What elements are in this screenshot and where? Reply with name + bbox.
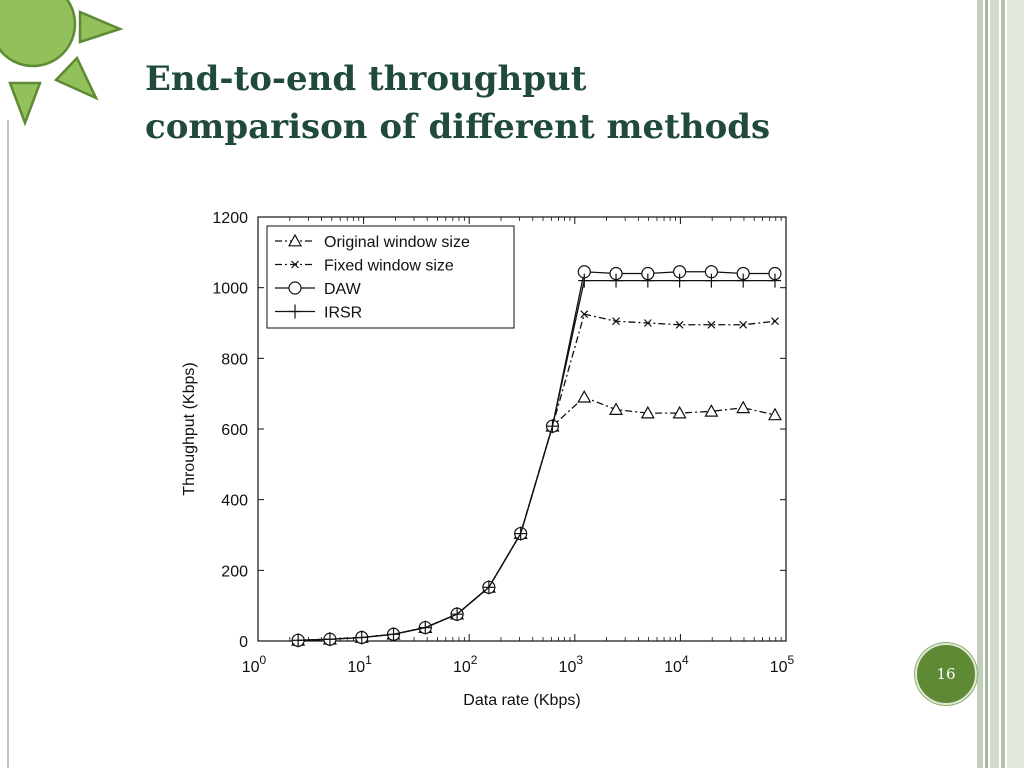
left-accent-line — [7, 120, 9, 768]
legend-item: DAW — [275, 281, 362, 298]
data-point-triangle — [704, 404, 719, 417]
data-point-plus — [355, 630, 368, 645]
data-point-plus — [610, 273, 623, 288]
data-point-plus — [737, 273, 750, 288]
series-irsr — [292, 273, 781, 648]
data-point-plus — [289, 304, 301, 319]
legend: Original window size Fixed window size DAW… — [266, 225, 515, 329]
legend-label: DAW — [324, 281, 362, 298]
x-tick-label-base: 10 — [453, 659, 471, 676]
data-point-plus — [323, 632, 336, 647]
marker-stroke — [675, 320, 684, 329]
series-fixed-window-size — [294, 310, 779, 645]
data-point-plus — [482, 580, 495, 595]
series-group — [291, 265, 783, 648]
y-tick-label: 200 — [221, 563, 248, 580]
marker-stroke — [580, 310, 589, 319]
x-tick-label-exponent: 1 — [365, 653, 372, 667]
y-tick-label: 600 — [221, 422, 248, 439]
x-tick-label: 100 — [242, 653, 267, 676]
data-point-x — [612, 317, 620, 326]
x-tick-label-exponent: 0 — [260, 653, 267, 667]
x-tick-label-base: 10 — [664, 659, 682, 676]
data-point-triangle — [736, 400, 751, 414]
data-point-plus — [292, 633, 305, 648]
data-point-x — [739, 320, 748, 329]
legend-label: Fixed window size — [324, 258, 454, 275]
page-number-badge: 16 — [915, 643, 977, 705]
data-point-x — [675, 320, 684, 329]
marker-stroke — [612, 317, 620, 326]
x-tick-label: 102 — [453, 653, 478, 676]
x-tick-label-base: 10 — [347, 659, 365, 676]
y-tick-label: 800 — [221, 351, 248, 368]
data-point-plus — [641, 273, 654, 288]
y-tick-label: 1000 — [212, 281, 248, 298]
y-axis-label: Throughput (Kbps) — [181, 362, 198, 495]
data-point-triangle — [609, 402, 624, 415]
legend-item: Original window size — [275, 233, 470, 251]
data-point-plus — [768, 273, 781, 288]
data-point-triangle — [287, 233, 303, 247]
right-border-decoration — [976, 0, 1024, 768]
data-point-plus — [451, 607, 464, 622]
data-point-plus — [578, 273, 591, 288]
y-tick-label: 0 — [239, 634, 248, 651]
data-point-triangle — [640, 405, 655, 419]
x-axis-label: Data rate (Kbps) — [463, 692, 580, 709]
series-original-window-size — [291, 389, 783, 646]
legend-item: Fixed window size — [275, 258, 454, 275]
x-tick-label: 103 — [559, 653, 584, 676]
x-tick-label-exponent: 2 — [471, 653, 478, 667]
data-point-plus — [514, 526, 527, 541]
sun-icon — [0, 0, 124, 127]
marker-stroke — [643, 319, 652, 327]
legend-label: Original window size — [324, 234, 470, 251]
series-line — [298, 313, 776, 641]
marker-stroke — [707, 320, 716, 329]
x-tick-label-base: 10 — [770, 659, 788, 676]
y-tick-label: 1200 — [212, 210, 248, 227]
x-tick-label-base: 10 — [242, 659, 260, 676]
x-tick-label-exponent: 3 — [576, 653, 583, 667]
data-point-plus — [387, 627, 400, 642]
data-point-plus — [705, 273, 718, 288]
legend-label: IRSR — [324, 305, 362, 322]
data-point-plus — [673, 273, 686, 288]
x-tick-label-base: 10 — [559, 659, 577, 676]
data-point-x — [291, 260, 299, 269]
x-tick-label-exponent: 4 — [682, 653, 689, 667]
slide-title: End-to-end throughput comparison of diff… — [145, 55, 905, 151]
legend-item: IRSR — [275, 304, 362, 322]
y-tick-label: 400 — [221, 493, 248, 510]
data-point-triangle — [767, 407, 783, 421]
data-point-plus — [546, 419, 559, 434]
series-line — [298, 279, 775, 641]
data-point-plus — [419, 620, 432, 635]
data-point-x — [580, 310, 589, 319]
marker-stroke — [771, 317, 779, 326]
marker-stroke — [739, 320, 748, 329]
data-point-triangle — [577, 389, 592, 403]
data-point-x — [771, 317, 779, 326]
x-tick-label: 104 — [664, 653, 689, 676]
x-tick-label: 105 — [770, 653, 795, 676]
marker-stroke — [291, 260, 299, 269]
series-line — [298, 396, 776, 641]
x-tick-label: 101 — [347, 653, 372, 676]
data-point-x — [643, 319, 652, 327]
data-point-circle — [288, 281, 302, 295]
data-point-triangle — [672, 405, 687, 419]
data-point-x — [707, 320, 716, 329]
x-tick-label-exponent: 5 — [788, 653, 795, 667]
slide-title-line-2: comparison of different methods — [145, 107, 771, 147]
slide-title-line-1: End-to-end throughput — [145, 59, 587, 99]
